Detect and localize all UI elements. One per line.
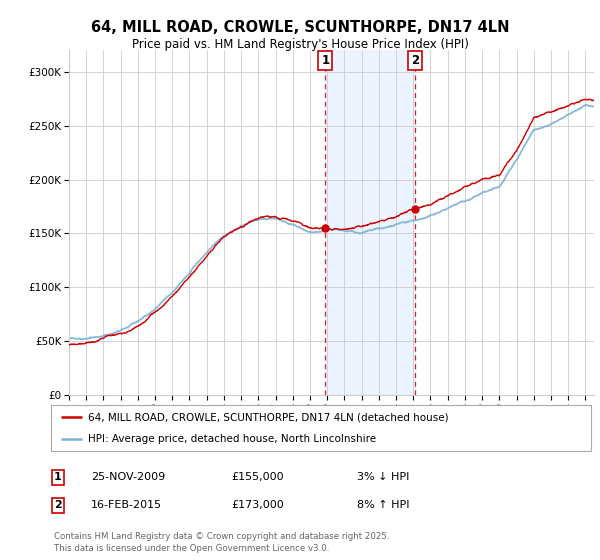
Text: 64, MILL ROAD, CROWLE, SCUNTHORPE, DN17 4LN (detached house): 64, MILL ROAD, CROWLE, SCUNTHORPE, DN17 … — [88, 412, 448, 422]
Text: £173,000: £173,000 — [231, 500, 284, 510]
Text: 3% ↓ HPI: 3% ↓ HPI — [357, 472, 409, 482]
Bar — [325, 50, 415, 395]
Text: 1: 1 — [54, 472, 62, 482]
Text: Contains HM Land Registry data © Crown copyright and database right 2025.
This d: Contains HM Land Registry data © Crown c… — [54, 533, 389, 553]
Text: £155,000: £155,000 — [231, 472, 284, 482]
Text: 16-FEB-2015: 16-FEB-2015 — [91, 500, 163, 510]
Text: 25-NOV-2009: 25-NOV-2009 — [91, 472, 166, 482]
Text: 2: 2 — [54, 500, 62, 510]
Text: HPI: Average price, detached house, North Lincolnshire: HPI: Average price, detached house, Nort… — [88, 435, 376, 444]
Text: 64, MILL ROAD, CROWLE, SCUNTHORPE, DN17 4LN: 64, MILL ROAD, CROWLE, SCUNTHORPE, DN17 … — [91, 20, 509, 35]
Text: Price paid vs. HM Land Registry's House Price Index (HPI): Price paid vs. HM Land Registry's House … — [131, 38, 469, 51]
Text: 8% ↑ HPI: 8% ↑ HPI — [357, 500, 409, 510]
Text: 1: 1 — [322, 54, 329, 67]
Text: 2: 2 — [411, 54, 419, 67]
